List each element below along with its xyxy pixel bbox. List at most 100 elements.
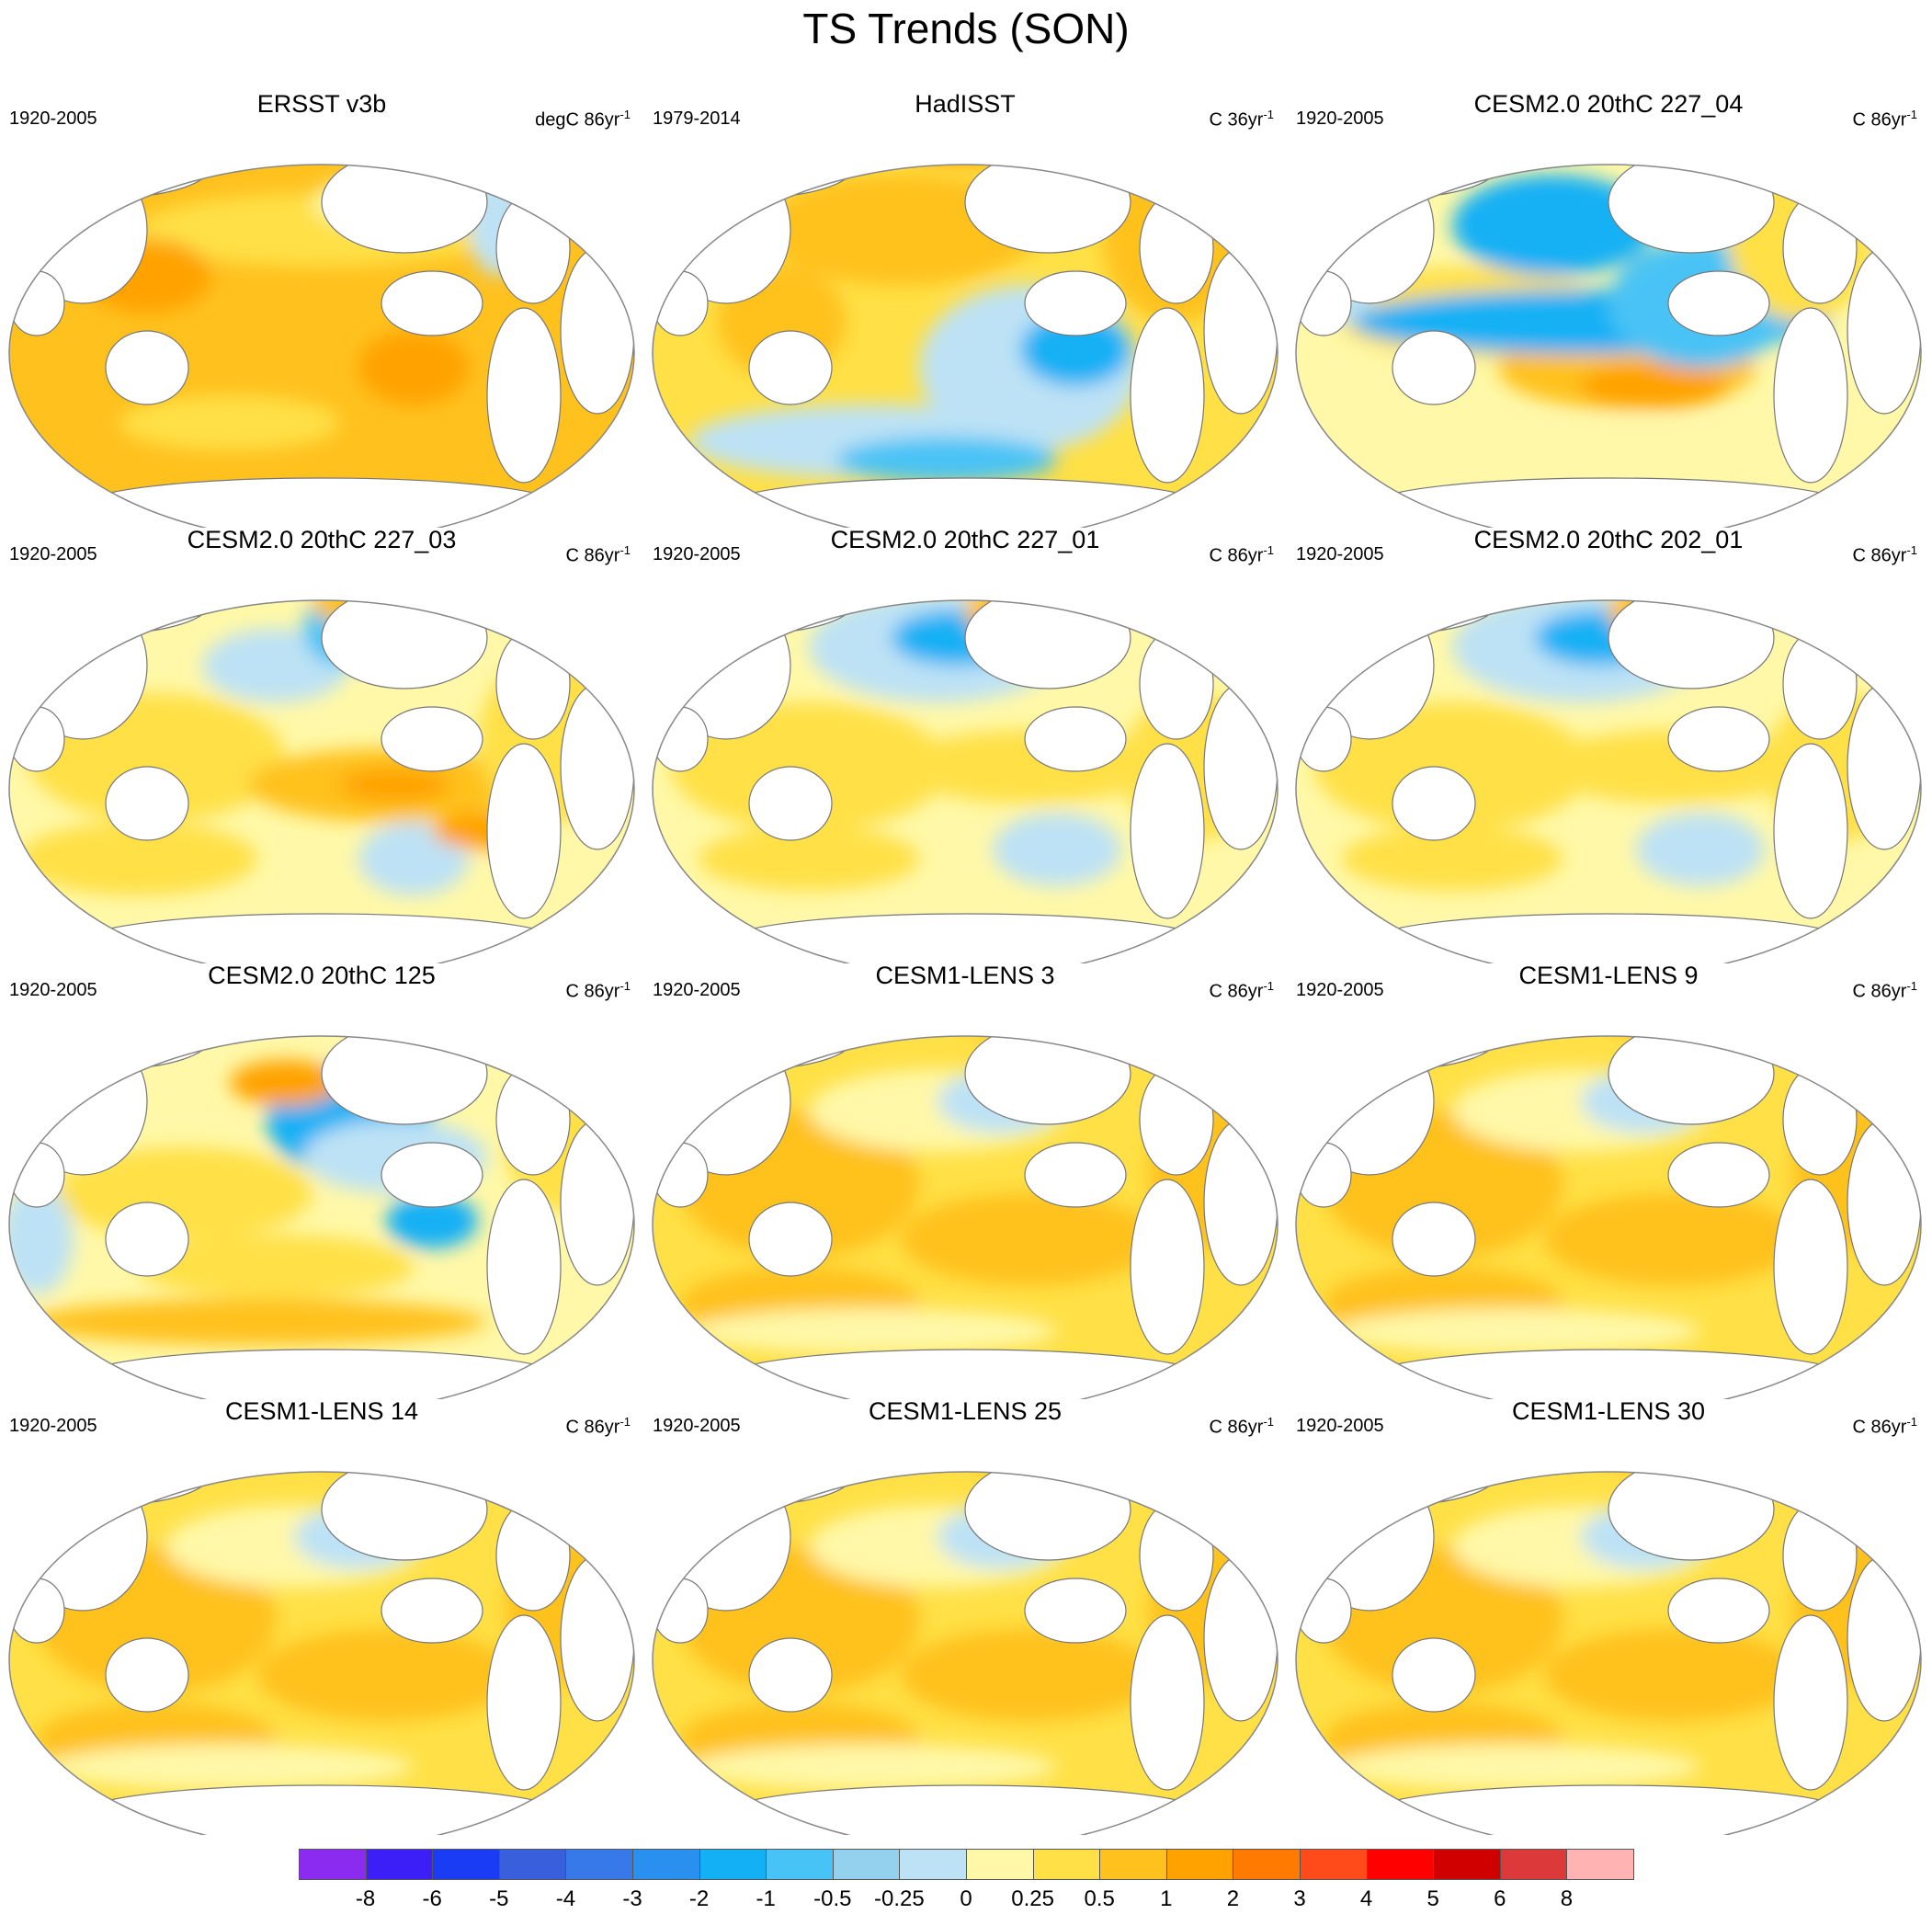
colorbar-tick-label: -0.5 bbox=[813, 1886, 852, 1911]
units-label: C 86yr-1 bbox=[566, 1410, 631, 1440]
map-plot bbox=[652, 164, 1279, 528]
land-mass bbox=[1296, 1142, 1352, 1208]
colorbar-swatch bbox=[1566, 1849, 1634, 1880]
units-label: C 86yr-1 bbox=[1853, 1410, 1917, 1440]
land-mass bbox=[964, 165, 1131, 254]
map-plot bbox=[8, 599, 635, 963]
period-label: 1920-2005 bbox=[9, 980, 97, 1000]
colorbar-swatch bbox=[899, 1849, 967, 1880]
units-label: C 86yr-1 bbox=[1853, 103, 1917, 132]
land-mass bbox=[653, 1142, 709, 1208]
land-mass bbox=[1773, 743, 1848, 919]
colorbar bbox=[299, 1849, 1634, 1880]
units-label: C 86yr-1 bbox=[566, 539, 631, 568]
land-mass bbox=[1773, 307, 1848, 484]
land-mass bbox=[9, 600, 212, 634]
panel-title: CESM1-LENS 30 bbox=[1511, 1397, 1706, 1425]
units-exponent: -1 bbox=[1263, 1415, 1274, 1429]
panel-title: CESM1-LENS 14 bbox=[224, 1397, 419, 1425]
colorbar-tick-label: -3 bbox=[622, 1886, 642, 1911]
land-mass bbox=[1296, 706, 1352, 772]
land-mass bbox=[1203, 247, 1278, 415]
period-label: 1920-2005 bbox=[1296, 1416, 1384, 1436]
units-base: C 86yr bbox=[565, 545, 620, 566]
land-mass bbox=[725, 1784, 1205, 1835]
colorbar-tick-label: -8 bbox=[355, 1886, 376, 1911]
land-mass bbox=[486, 307, 562, 484]
land-mass bbox=[1130, 743, 1205, 919]
land-mass bbox=[1608, 1472, 1775, 1561]
period-label: 1920-2005 bbox=[1296, 108, 1384, 129]
colorbar-swatch bbox=[1300, 1849, 1368, 1880]
trend-region bbox=[965, 1441, 1057, 1468]
units-base: C 86yr bbox=[1852, 1417, 1907, 1438]
land-mass bbox=[560, 247, 634, 415]
land-mass bbox=[653, 600, 856, 634]
map-plot bbox=[8, 164, 635, 528]
colorbar-tick-label: -1 bbox=[756, 1886, 776, 1911]
land-mass bbox=[9, 1578, 65, 1644]
colorbar-swatch bbox=[1032, 1849, 1101, 1880]
colorbar-swatch bbox=[1233, 1849, 1301, 1880]
units-label: C 36yr-1 bbox=[1210, 103, 1274, 132]
units-base: C 86yr bbox=[565, 981, 620, 1002]
land-mass bbox=[653, 1578, 709, 1644]
colorbar-swatch bbox=[832, 1849, 901, 1880]
panel-title: CESM2.0 20thC 227_01 bbox=[830, 526, 1100, 553]
map-plot bbox=[652, 1035, 1279, 1399]
trend-region bbox=[18, 822, 257, 895]
period-label: 1920-2005 bbox=[9, 1416, 97, 1436]
units-label: C 86yr-1 bbox=[1210, 1410, 1274, 1440]
land-mass bbox=[1130, 1614, 1205, 1791]
land-mass bbox=[1024, 1578, 1127, 1644]
colorbar-tick-label: -5 bbox=[489, 1886, 509, 1911]
period-label: 1920-2005 bbox=[653, 1416, 741, 1436]
land-mass bbox=[321, 1036, 488, 1125]
units-exponent: -1 bbox=[1263, 979, 1274, 993]
land-mass bbox=[1139, 192, 1214, 304]
land-mass bbox=[486, 743, 562, 919]
map-plot bbox=[8, 1471, 635, 1835]
colorbar-swatch bbox=[632, 1849, 700, 1880]
land-mass bbox=[653, 1472, 856, 1506]
land-mass bbox=[964, 1472, 1131, 1561]
colorbar-tick-label: 0 bbox=[960, 1886, 972, 1911]
units-base: C 86yr bbox=[1209, 981, 1264, 1002]
colorbar-tick-label: 2 bbox=[1226, 1886, 1240, 1911]
map-outline bbox=[1295, 1035, 1922, 1399]
colorbar-tick-label: -2 bbox=[688, 1886, 710, 1911]
trend-region bbox=[901, 1629, 1158, 1721]
land-mass bbox=[1130, 1179, 1205, 1355]
land-mass bbox=[1773, 1179, 1848, 1355]
units-base: C 86yr bbox=[1209, 545, 1264, 566]
trend-region bbox=[28, 1299, 487, 1345]
land-mass bbox=[1296, 1578, 1352, 1644]
land-mass bbox=[1369, 1349, 1848, 1399]
land-mass bbox=[381, 1142, 483, 1208]
land-mass bbox=[1392, 1202, 1476, 1277]
period-label: 1979-2014 bbox=[653, 108, 741, 129]
trend-region bbox=[836, 437, 1057, 483]
land-mass bbox=[495, 192, 571, 304]
map-outline bbox=[8, 599, 635, 963]
units-exponent: -1 bbox=[1263, 108, 1274, 121]
units-label: C 86yr-1 bbox=[1853, 539, 1917, 568]
land-mass bbox=[1847, 1119, 1921, 1286]
land-mass bbox=[486, 1179, 562, 1355]
land-mass bbox=[748, 1202, 833, 1277]
trend-region bbox=[230, 1060, 340, 1106]
map-panel: CESM1-LENS 9 1920-2005 C 86yr-1 bbox=[1287, 962, 1930, 1399]
land-mass bbox=[1203, 1555, 1278, 1722]
map-outline bbox=[8, 1035, 635, 1399]
trend-region bbox=[1452, 175, 1654, 276]
map-plot bbox=[1295, 164, 1922, 528]
units-exponent: -1 bbox=[619, 543, 631, 557]
map-outline bbox=[652, 1035, 1279, 1399]
map-panel: CESM2.0 20thC 202_01 1920-2005 C 86yr-1 bbox=[1287, 526, 1930, 963]
colorbar-swatch bbox=[699, 1849, 767, 1880]
trend-region bbox=[993, 813, 1121, 886]
land-mass bbox=[1847, 683, 1921, 850]
land-mass bbox=[321, 165, 488, 254]
colorbar-swatch bbox=[565, 1849, 633, 1880]
trend-region bbox=[9, 1184, 74, 1294]
